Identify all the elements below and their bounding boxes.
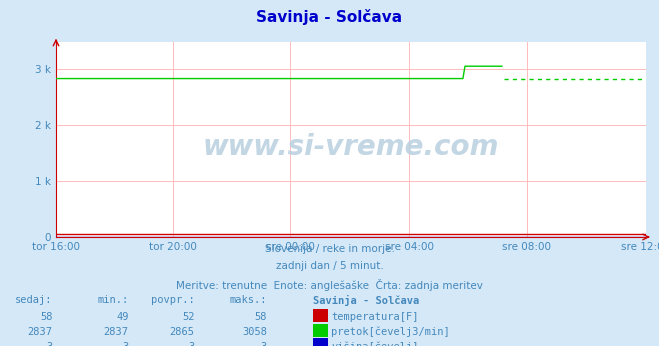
Text: min.:: min.: xyxy=(98,295,129,305)
Text: maks.:: maks.: xyxy=(229,295,267,305)
Text: Savinja - Solčava: Savinja - Solčava xyxy=(256,9,403,25)
Text: 58: 58 xyxy=(254,312,267,322)
Text: 3: 3 xyxy=(123,342,129,346)
Text: 2837: 2837 xyxy=(103,327,129,337)
Text: 52: 52 xyxy=(182,312,194,322)
Text: 2865: 2865 xyxy=(169,327,194,337)
Text: višina[čevelj]: višina[čevelj] xyxy=(331,342,419,346)
Text: Meritve: trenutne  Enote: anglešaške  Črta: zadnja meritev: Meritve: trenutne Enote: anglešaške Črta… xyxy=(176,279,483,291)
Text: www.si-vreme.com: www.si-vreme.com xyxy=(203,133,499,161)
Text: 2837: 2837 xyxy=(28,327,53,337)
Text: povpr.:: povpr.: xyxy=(151,295,194,305)
Text: 3: 3 xyxy=(261,342,267,346)
Text: 3: 3 xyxy=(47,342,53,346)
Text: Slovenija / reke in morje.: Slovenija / reke in morje. xyxy=(264,244,395,254)
Text: 58: 58 xyxy=(40,312,53,322)
Text: zadnji dan / 5 minut.: zadnji dan / 5 minut. xyxy=(275,261,384,271)
Text: pretok[čevelj3/min]: pretok[čevelj3/min] xyxy=(331,327,450,337)
Text: Savinja - Solčava: Savinja - Solčava xyxy=(313,295,419,306)
Text: sedaj:: sedaj: xyxy=(15,295,53,305)
Text: 49: 49 xyxy=(116,312,129,322)
Text: temperatura[F]: temperatura[F] xyxy=(331,312,419,322)
Text: 3058: 3058 xyxy=(242,327,267,337)
Text: 3: 3 xyxy=(188,342,194,346)
